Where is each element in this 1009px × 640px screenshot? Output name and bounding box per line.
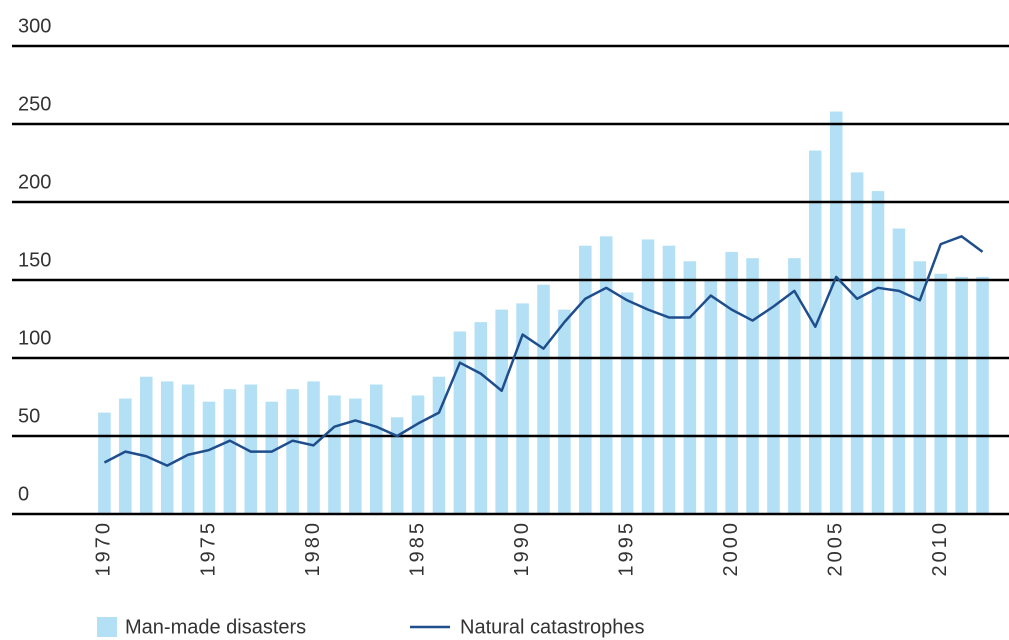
bar [307, 381, 320, 514]
bar [871, 191, 885, 514]
bar [369, 384, 383, 514]
bar [432, 376, 446, 514]
bar [160, 381, 174, 514]
x-tick-label: 1995 [615, 520, 637, 577]
y-tick-label: 0 [18, 483, 29, 505]
legend-swatch [97, 617, 117, 637]
x-tick-label: 1990 [511, 520, 533, 577]
legend-label: Natural catastrophes [460, 616, 645, 638]
y-tick-label: 150 [18, 249, 51, 271]
bar [495, 309, 508, 514]
bar [725, 251, 738, 515]
line [103, 235, 984, 467]
y-tick-label: 50 [18, 405, 40, 427]
bar [620, 292, 634, 514]
bar [662, 245, 676, 514]
bar [474, 322, 488, 514]
bar [286, 389, 299, 514]
bar [390, 417, 404, 514]
x-tick-label: 1970 [93, 520, 115, 577]
bar [809, 150, 822, 514]
bar [328, 395, 341, 514]
bar [767, 280, 780, 514]
y-tick-label: 250 [18, 93, 51, 115]
y-tick-label: 100 [18, 327, 51, 349]
bar [892, 228, 906, 514]
bar [683, 261, 697, 514]
bar [746, 258, 759, 514]
x-tick-label: 1985 [406, 520, 428, 577]
bar [202, 401, 216, 514]
x-tick-label: 1975 [197, 520, 219, 577]
x-tick-label: 2010 [929, 520, 951, 577]
bar [537, 284, 550, 514]
bar [181, 384, 195, 514]
bar [934, 273, 948, 514]
bar [516, 303, 529, 514]
bar [453, 331, 467, 514]
bar [265, 401, 278, 514]
bar [558, 309, 571, 514]
bar [119, 398, 132, 514]
bar [349, 398, 362, 514]
y-tick-label: 300 [18, 15, 51, 37]
y-tick-label: 200 [18, 171, 51, 193]
bar [704, 280, 718, 514]
bar [599, 236, 613, 514]
bar [788, 258, 801, 514]
bar [913, 261, 927, 514]
x-tick-label: 2005 [824, 520, 846, 577]
bar [98, 412, 111, 514]
x-tick-label: 2000 [720, 520, 742, 577]
bar [976, 276, 989, 514]
bar [955, 276, 968, 514]
legend-label: Man-made disasters [125, 616, 306, 638]
bar [829, 111, 843, 515]
bar [850, 172, 864, 515]
bar [244, 384, 258, 514]
x-tick-label: 1980 [302, 520, 324, 577]
bar [223, 389, 237, 514]
bar [411, 395, 425, 514]
bar [579, 245, 592, 514]
bar [139, 376, 153, 514]
